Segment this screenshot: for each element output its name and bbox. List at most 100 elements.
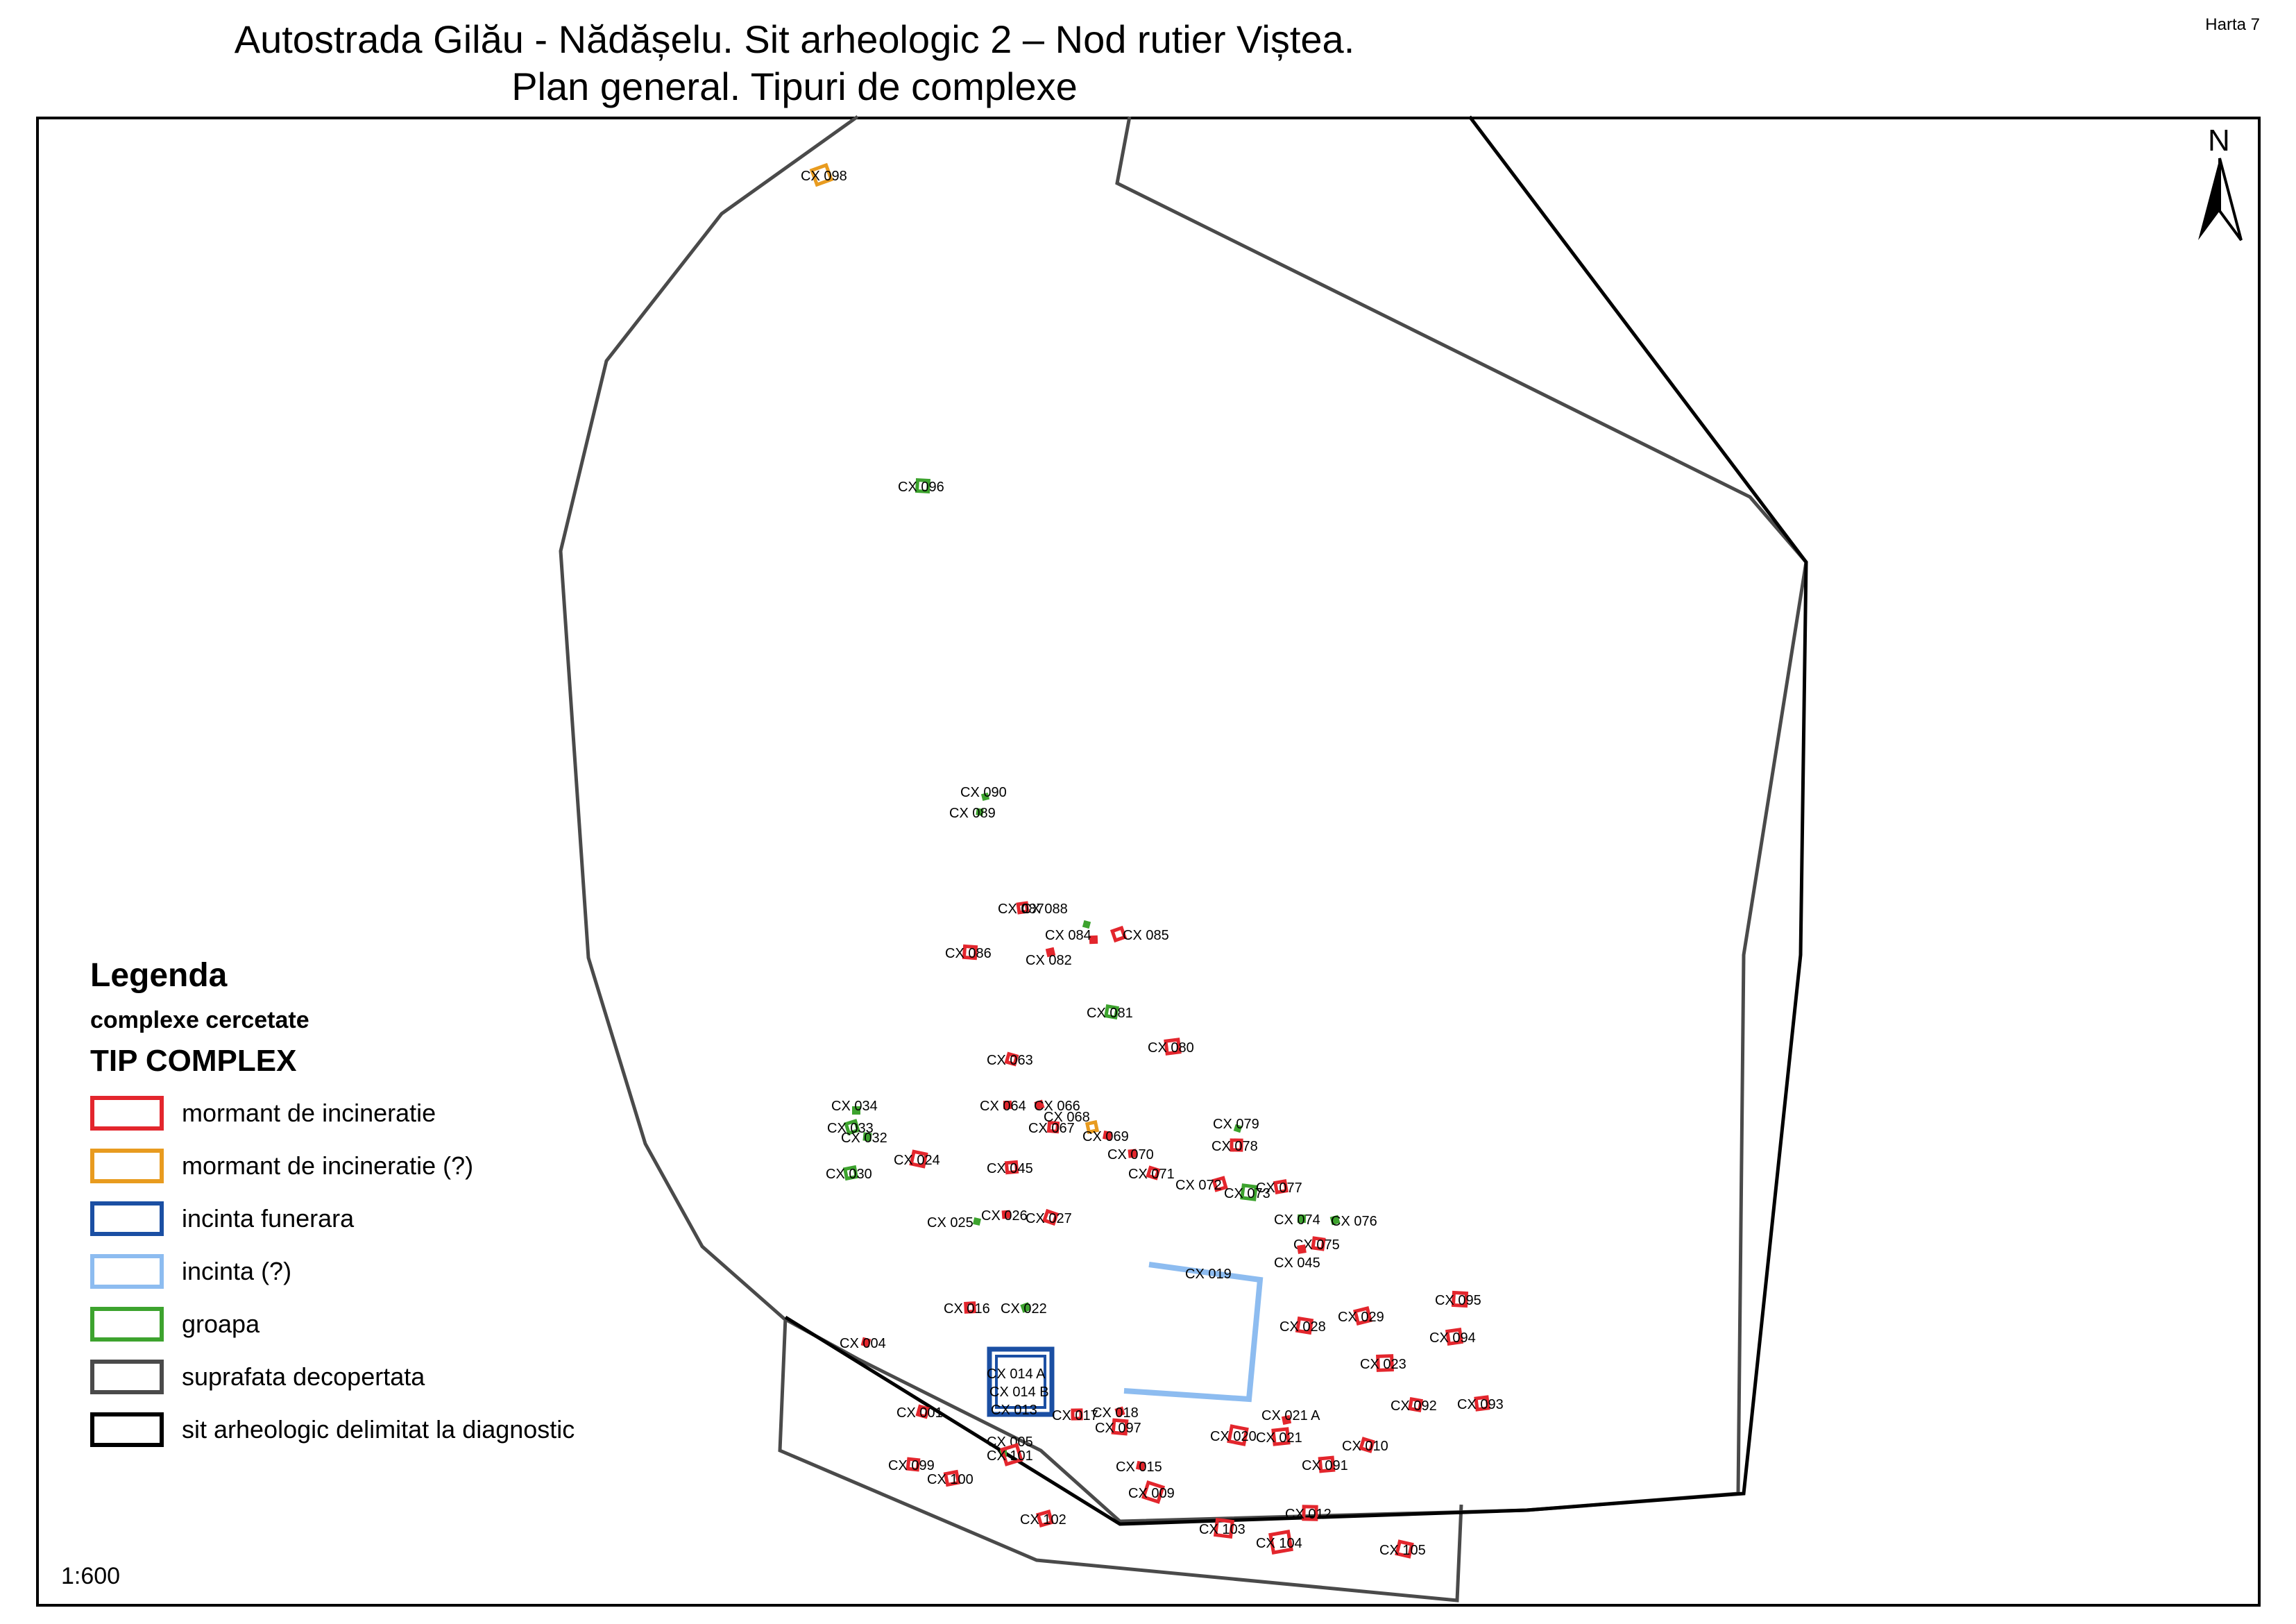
feature-marker[interactable] bbox=[1297, 1244, 1307, 1254]
feature-marker[interactable] bbox=[1128, 1149, 1137, 1158]
feature-marker[interactable] bbox=[1146, 1165, 1161, 1181]
feature-marker[interactable] bbox=[1233, 1124, 1243, 1133]
feature-marker[interactable] bbox=[1004, 1160, 1019, 1175]
feature-label: CX 096 bbox=[898, 480, 944, 495]
feature-marker[interactable] bbox=[1111, 1418, 1129, 1436]
feature-marker[interactable] bbox=[1109, 925, 1128, 943]
feature-marker[interactable] bbox=[1089, 935, 1098, 945]
feature-marker[interactable] bbox=[1211, 1176, 1228, 1192]
feature-marker[interactable] bbox=[1273, 1178, 1289, 1195]
feature-marker[interactable] bbox=[1016, 901, 1030, 915]
feature-label: CX 079 bbox=[1213, 1117, 1259, 1132]
feature-marker[interactable] bbox=[1281, 1414, 1292, 1426]
feature-marker[interactable] bbox=[1085, 1119, 1100, 1135]
legend-label: mormant de incineratie bbox=[182, 1099, 436, 1127]
legend-item-cremation-grave: mormant de incineratie bbox=[90, 1087, 645, 1140]
feature-marker[interactable] bbox=[1000, 1443, 1023, 1466]
feature-marker[interactable] bbox=[909, 1149, 928, 1169]
feature-marker[interactable] bbox=[1036, 1509, 1054, 1528]
feature-marker[interactable] bbox=[943, 1469, 961, 1487]
feature-marker[interactable] bbox=[1041, 1208, 1060, 1226]
diagnostic-site-boundary bbox=[784, 115, 1808, 1526]
feature-marker[interactable] bbox=[1311, 1236, 1326, 1251]
feature-label: CX 004 bbox=[840, 1336, 886, 1351]
feature-marker[interactable] bbox=[1071, 1408, 1083, 1421]
feature-label: CX 009 bbox=[1128, 1486, 1175, 1501]
feature-marker[interactable] bbox=[1020, 1302, 1031, 1313]
feature-label: CX 024 bbox=[894, 1153, 940, 1168]
feature-marker[interactable] bbox=[1353, 1306, 1372, 1326]
feature-marker[interactable] bbox=[1376, 1354, 1394, 1372]
north-label: N bbox=[2208, 124, 2230, 158]
feature-label: CX 020 bbox=[1210, 1429, 1257, 1444]
feature-marker[interactable] bbox=[1302, 1505, 1318, 1521]
feature-marker[interactable] bbox=[976, 808, 984, 816]
feature-marker[interactable] bbox=[1001, 1210, 1011, 1219]
feature-marker[interactable] bbox=[1451, 1290, 1469, 1308]
feature-marker[interactable] bbox=[962, 944, 978, 961]
feature-label: CX 015 bbox=[1116, 1460, 1162, 1475]
feature-label: CX 073 bbox=[1224, 1186, 1270, 1201]
feature-label: CX 019 bbox=[1185, 1267, 1232, 1282]
feature-marker[interactable] bbox=[1103, 1004, 1120, 1020]
feature-marker[interactable] bbox=[1135, 1460, 1146, 1471]
feature-marker[interactable] bbox=[852, 1106, 860, 1115]
legend-label: mormant de incineratie (?) bbox=[182, 1151, 474, 1180]
feature-marker[interactable] bbox=[1297, 1214, 1307, 1224]
feature-marker[interactable] bbox=[973, 1217, 981, 1226]
feature-marker[interactable] bbox=[1164, 1038, 1182, 1056]
feature-label: CX 033 bbox=[827, 1121, 874, 1136]
feature-marker[interactable] bbox=[1003, 1100, 1012, 1110]
feature-label: CX 014 A bbox=[987, 1367, 1046, 1382]
feature-marker[interactable] bbox=[1213, 1517, 1235, 1539]
feature-marker[interactable] bbox=[1141, 1480, 1166, 1505]
feature-label: CX 077 bbox=[1256, 1181, 1302, 1196]
feature-marker[interactable] bbox=[964, 1301, 976, 1314]
feature-marker[interactable] bbox=[860, 1337, 871, 1348]
feature-marker[interactable] bbox=[1359, 1437, 1375, 1453]
feature-marker[interactable] bbox=[1318, 1455, 1336, 1473]
feature-marker[interactable] bbox=[915, 1404, 930, 1419]
feature-marker[interactable] bbox=[1102, 1130, 1113, 1141]
feature-marker[interactable] bbox=[1046, 1120, 1060, 1134]
feature-marker[interactable] bbox=[1407, 1396, 1424, 1413]
feature-marker[interactable] bbox=[1227, 1424, 1249, 1446]
feature-label: CX 076 bbox=[1331, 1214, 1377, 1229]
feature-label: CX 081 bbox=[1087, 1006, 1133, 1021]
feature-marker[interactable] bbox=[1240, 1183, 1258, 1201]
feature-label: CX 022 bbox=[1001, 1301, 1047, 1317]
feature-marker[interactable] bbox=[1045, 947, 1056, 958]
feature-label: CX 012 bbox=[1285, 1507, 1332, 1522]
feature-marker[interactable] bbox=[1445, 1328, 1463, 1346]
feature-marker[interactable] bbox=[1271, 1427, 1291, 1446]
feature-marker[interactable] bbox=[1230, 1138, 1243, 1152]
feature-label: CX 063 bbox=[987, 1053, 1033, 1068]
funerary-enclosure-cx014 bbox=[995, 1355, 1046, 1409]
feature-marker[interactable] bbox=[905, 1457, 921, 1472]
feature-marker[interactable] bbox=[1474, 1395, 1490, 1412]
map-frame bbox=[36, 117, 2261, 1607]
feature-label: CX 074 bbox=[1274, 1212, 1320, 1228]
feature-marker[interactable] bbox=[842, 1165, 859, 1181]
feature-marker[interactable] bbox=[1114, 1406, 1125, 1417]
feature-marker[interactable] bbox=[1329, 1215, 1341, 1226]
feature-marker[interactable] bbox=[844, 1119, 860, 1135]
feature-marker[interactable] bbox=[1395, 1539, 1414, 1559]
feature-marker[interactable] bbox=[980, 792, 990, 802]
feature-label: CX 023 bbox=[1360, 1357, 1406, 1372]
feature-marker[interactable] bbox=[1295, 1316, 1314, 1335]
feature-label: CX 095 bbox=[1435, 1293, 1481, 1308]
feature-marker[interactable] bbox=[915, 477, 931, 494]
feature-marker[interactable] bbox=[1034, 1099, 1045, 1110]
feature-label: CX 090 bbox=[960, 785, 1007, 800]
feature-marker[interactable] bbox=[1082, 920, 1091, 929]
feature-marker[interactable] bbox=[809, 162, 834, 187]
feature-marker[interactable] bbox=[1004, 1051, 1019, 1067]
feature-label: CX 005 bbox=[987, 1435, 1033, 1450]
feature-marker[interactable] bbox=[862, 1132, 872, 1142]
legend-label: sit arheologic delimitat la diagnostic bbox=[182, 1415, 575, 1444]
feature-marker[interactable] bbox=[1268, 1530, 1293, 1555]
feature-label: CX 103 bbox=[1199, 1522, 1245, 1537]
feature-label: CX 101 bbox=[987, 1448, 1033, 1464]
